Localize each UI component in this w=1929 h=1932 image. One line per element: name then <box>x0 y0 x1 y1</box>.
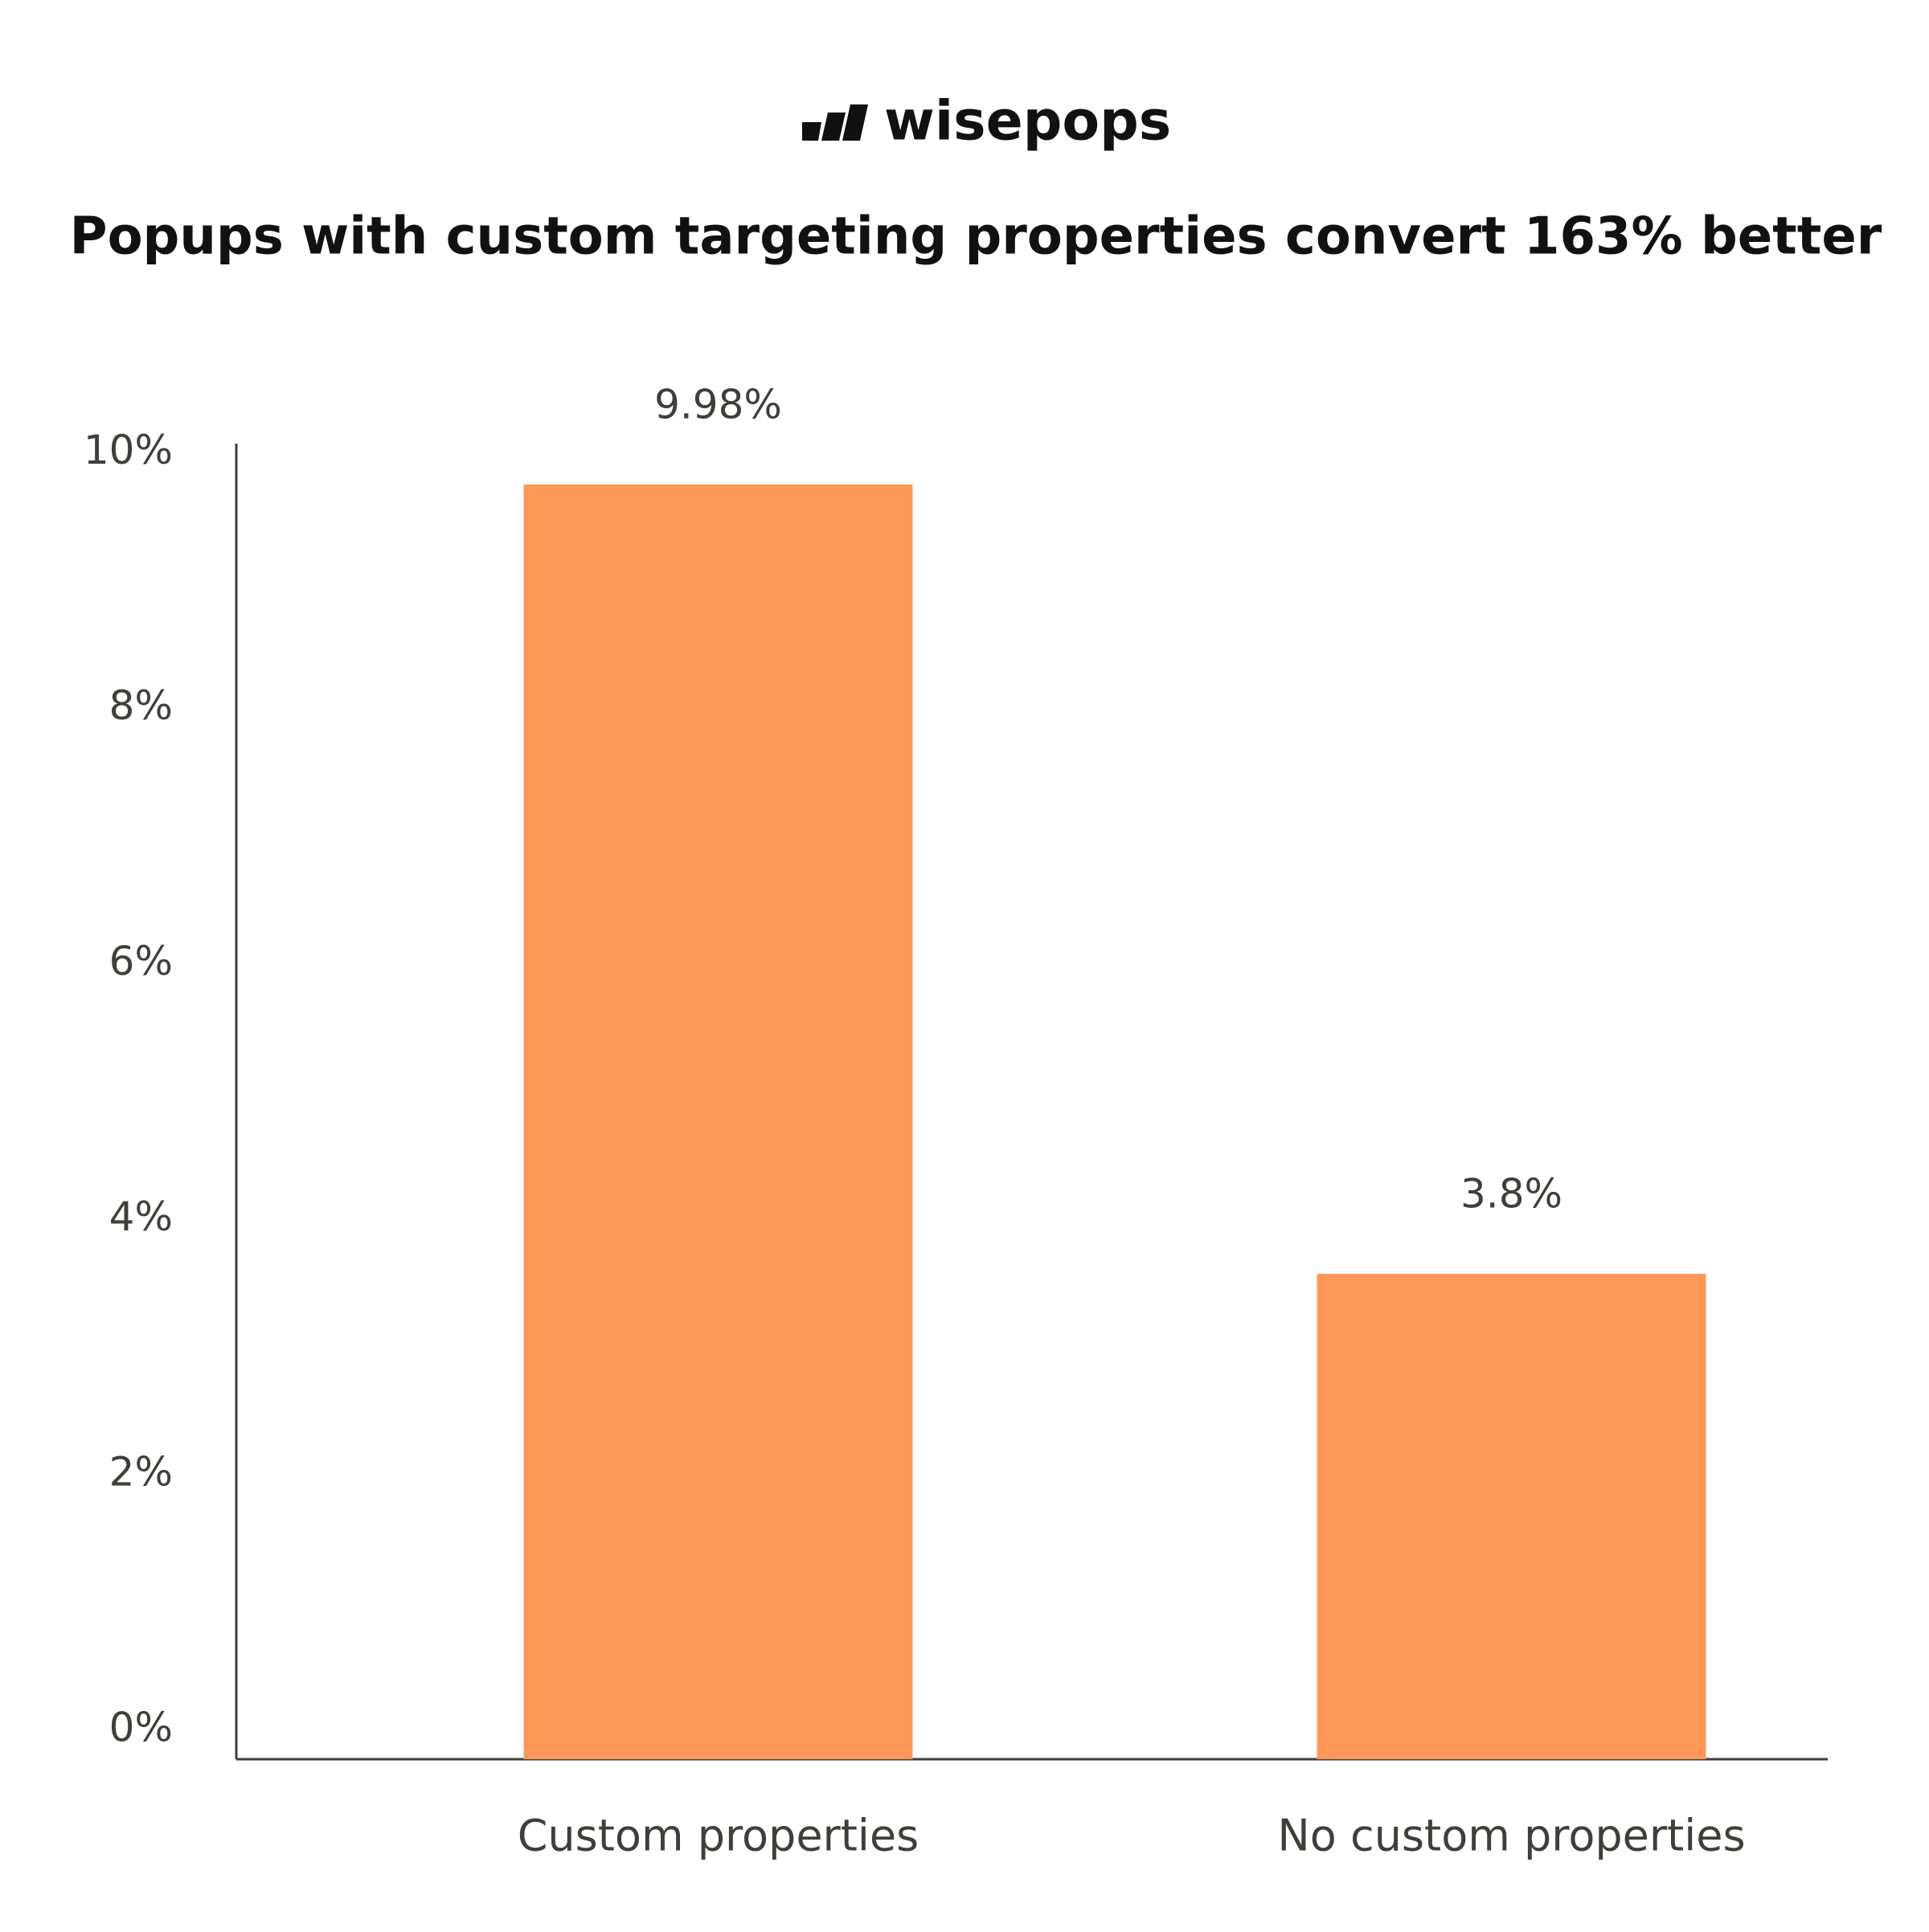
chart-title: Popups with custom targeting properties … <box>70 207 1882 267</box>
logo-icon <box>821 113 846 141</box>
logo: wisepops <box>802 90 1171 153</box>
value-label: 9.98% <box>654 381 782 428</box>
y-tick-label: 2% <box>109 1449 173 1496</box>
x-tick-label: Custom properties <box>518 1811 919 1861</box>
logo-text: wisepops <box>884 90 1171 153</box>
y-tick-label: 0% <box>109 1705 173 1751</box>
y-tick-label: 10% <box>84 427 173 473</box>
logo-icon <box>842 104 868 141</box>
logo-icon <box>802 122 821 141</box>
value-label: 3.8% <box>1460 1171 1562 1218</box>
bar <box>1317 1274 1706 1759</box>
y-tick-label: 4% <box>109 1193 173 1240</box>
bar <box>523 484 913 1759</box>
y-tick-label: 8% <box>109 682 173 729</box>
x-tick-label: No custom properties <box>1277 1811 1745 1861</box>
y-tick-label: 6% <box>109 938 173 984</box>
